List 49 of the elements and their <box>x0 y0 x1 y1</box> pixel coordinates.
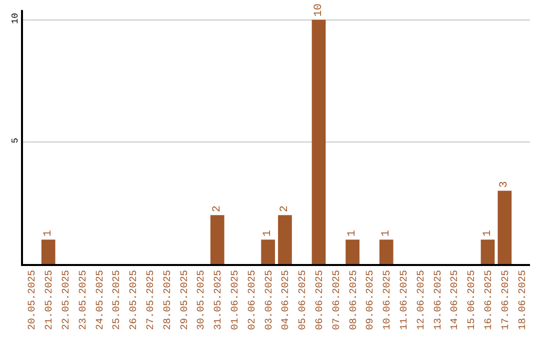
data-label: 1 <box>42 230 54 237</box>
bar <box>379 240 394 264</box>
x-tick-label: 14.06.2025 <box>450 270 462 330</box>
x-tick-label: 04.06.2025 <box>281 270 292 330</box>
x-tick-label: 15.06.2025 <box>467 270 478 330</box>
data-label: 1 <box>380 230 392 237</box>
x-tick-label: 28.05.2025 <box>162 270 174 330</box>
x-tick-label: 30.05.2025 <box>196 270 208 330</box>
data-label: 2 <box>278 206 291 212</box>
data-label: 10 <box>312 4 325 17</box>
x-tick-label: 18.06.2025 <box>518 270 529 330</box>
x-tick-label: 31.05.2025 <box>214 270 225 330</box>
x-tick-label: 08.06.2025 <box>348 270 360 330</box>
bar <box>312 20 326 264</box>
bar <box>346 240 360 264</box>
bar <box>498 190 512 264</box>
x-tick-label: 02.06.2025 <box>247 270 258 330</box>
bar <box>278 215 292 264</box>
x-tick-label: 09.06.2025 <box>366 270 377 330</box>
y-tick-label: 5 <box>10 138 20 144</box>
bar <box>41 240 56 264</box>
x-tick-label: 12.06.2025 <box>416 270 428 330</box>
bar <box>210 215 224 264</box>
x-tick-label: 10.06.2025 <box>382 270 394 330</box>
data-label: 1 <box>346 230 359 237</box>
x-tick-label: 16.06.2025 <box>484 270 495 330</box>
x-tick-label: 27.05.2025 <box>146 270 157 330</box>
x-tick-label: 03.06.2025 <box>264 270 276 330</box>
x-tick-label: 25.05.2025 <box>112 270 124 330</box>
x-tick-label: 29.05.2025 <box>180 270 191 330</box>
x-tick-label: 24.05.2025 <box>95 270 106 330</box>
x-tick-label: 11.06.2025 <box>400 270 410 330</box>
x-tick-label: 13.06.2025 <box>433 270 444 330</box>
x-tick-label: 05.06.2025 <box>298 270 310 330</box>
data-label: 1 <box>262 230 274 237</box>
x-tick-label: 21.05.2025 <box>44 270 56 330</box>
bar <box>261 240 275 264</box>
x-tick-label: 17.06.2025 <box>500 270 512 330</box>
bar <box>480 240 495 264</box>
x-tick-label: 26.05.2025 <box>129 270 140 330</box>
x-tick-label: 22.05.2025 <box>62 270 72 330</box>
x-tick-label: 01.06.2025 <box>230 270 242 330</box>
x-tick-label: 20.05.2025 <box>28 270 39 330</box>
data-label: 2 <box>211 206 224 212</box>
data-label: 3 <box>498 181 511 188</box>
x-tick-label: 07.06.2025 <box>332 270 343 330</box>
x-tick-label: 06.06.2025 <box>315 270 326 330</box>
x-tick-label: 23.05.2025 <box>78 270 90 330</box>
data-label: 1 <box>482 230 494 237</box>
